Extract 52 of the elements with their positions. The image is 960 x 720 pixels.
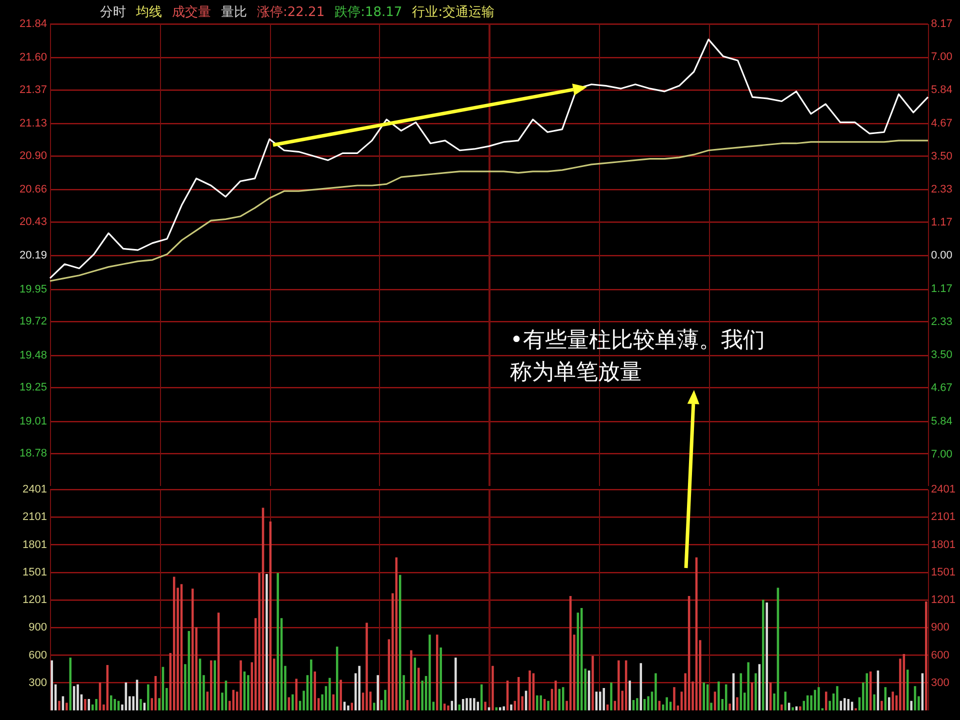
- y-tick-label: 18.78: [19, 448, 47, 460]
- y-tick-label: 1801: [22, 538, 47, 551]
- y2-tick-label: 2101: [931, 511, 956, 524]
- y2-tick-label: 8.17: [931, 18, 952, 30]
- y2-tick-label: 2.33: [931, 316, 952, 328]
- y2-tick-label: 900: [931, 622, 950, 634]
- y2-tick-label: 1201: [931, 594, 956, 606]
- y2-tick-label: 2401: [931, 484, 956, 496]
- y-tick-label: 20.90: [19, 150, 47, 162]
- y-tick-label: 300: [28, 676, 47, 689]
- y-tick-label: 19.95: [19, 283, 47, 296]
- y2-tick-label: 5.84: [931, 415, 952, 428]
- text: 分时: [100, 5, 126, 20]
- y2-tick-label: 300: [931, 676, 950, 689]
- y-tick-label: 1501: [22, 566, 47, 578]
- y-tick-label: 21.84: [19, 18, 47, 30]
- y2-tick-label: 5.84: [931, 84, 952, 96]
- y2-tick-label: 1.17: [931, 282, 952, 295]
- text: 量比: [221, 5, 247, 20]
- y2-tick-label: 1801: [931, 538, 956, 551]
- y2-tick-label: 4.67: [931, 117, 952, 130]
- y-tick-label: 19.01: [19, 415, 47, 428]
- y-tick-label: 2401: [22, 484, 47, 496]
- text: 涨停:22.21: [257, 5, 325, 20]
- y2-tick-label: 1501: [931, 566, 956, 578]
- y-tick-label: 2101: [22, 511, 47, 524]
- text: 均线: [136, 5, 162, 20]
- text: 跌停:18.17: [334, 5, 402, 20]
- y2-tick-label: 0.00: [931, 250, 952, 262]
- text: 行业:交通运输: [412, 5, 495, 20]
- y2-tick-label: 7.00: [931, 51, 952, 64]
- y-tick-label: 900: [28, 622, 47, 634]
- y-tick-label: 1201: [22, 594, 47, 606]
- y-tick-label: 21.13: [19, 118, 47, 130]
- y2-tick-label: 1.17: [931, 216, 952, 229]
- y-tick-label: 19.25: [19, 382, 47, 394]
- y2-tick-label: 600: [931, 649, 950, 662]
- y-tick-label: 20.43: [19, 216, 47, 228]
- text: 成交量: [172, 5, 211, 20]
- y-tick-label: 20.66: [19, 184, 47, 196]
- y2-tick-label: 2.33: [931, 184, 952, 196]
- y-tick-label: 21.60: [19, 52, 47, 64]
- y-tick-label: 19.72: [19, 316, 47, 328]
- y-tick-label: 20.19: [19, 250, 47, 262]
- y2-tick-label: 3.50: [931, 150, 952, 162]
- annotation: •有些量柱比较单薄。我们称为单笔放量: [510, 327, 766, 387]
- y2-tick-label: 3.50: [931, 349, 952, 362]
- y2-tick-label: 7.00: [931, 448, 952, 460]
- y-tick-label: 600: [28, 649, 47, 662]
- y-tick-label: 19.48: [19, 349, 47, 362]
- y2-tick-label: 4.67: [931, 382, 952, 394]
- y-tick-label: 21.37: [19, 84, 47, 96]
